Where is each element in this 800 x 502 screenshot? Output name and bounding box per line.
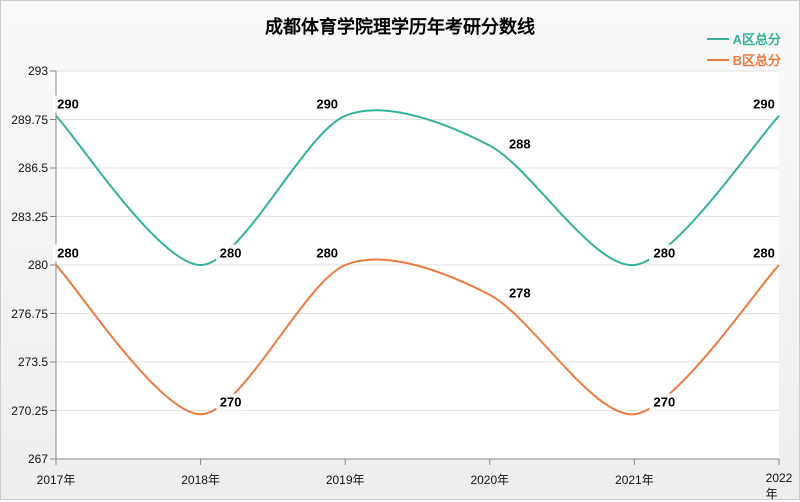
data-label: 290: [312, 95, 342, 112]
y-tick-label: 276.75: [11, 307, 48, 321]
legend-swatch: [707, 59, 729, 61]
legend-swatch: [707, 38, 729, 40]
legend: A区总分 B区总分: [707, 29, 781, 71]
y-tick-label: 286.5: [18, 161, 48, 175]
data-label: 270: [216, 394, 246, 411]
legend-label: B区总分: [733, 50, 781, 69]
y-tick-label: 280: [28, 258, 48, 272]
data-label: 280: [53, 245, 83, 262]
x-tick-label: 2017年: [37, 471, 76, 488]
chart-container: 成都体育学院理学历年考研分数线 A区总分B区总分 267270.25273.52…: [0, 0, 800, 500]
y-tick-label: 283.25: [11, 210, 48, 224]
legend-item: A区总分: [707, 29, 781, 48]
data-label: 288: [505, 135, 535, 152]
x-tick-label: 2021年: [615, 471, 654, 488]
legend-label: A区总分: [733, 29, 781, 48]
data-label: 290: [53, 95, 83, 112]
y-tick-label: 289.75: [11, 113, 48, 127]
data-label: 290: [749, 95, 779, 112]
y-tick-label: 267: [28, 452, 48, 466]
x-tick-label: 2019年: [326, 471, 365, 488]
y-tick-label: 273.5: [18, 355, 48, 369]
data-label: 278: [505, 284, 535, 301]
y-tick-label: 270.25: [11, 404, 48, 418]
data-label: 270: [650, 394, 680, 411]
legend-item: B区总分: [707, 50, 781, 69]
x-tick-label: 2022年: [766, 471, 793, 502]
chart-title: 成都体育学院理学历年考研分数线: [1, 13, 799, 39]
data-label: 280: [216, 245, 246, 262]
data-label: 280: [312, 245, 342, 262]
plot-area: 267270.25273.5276.75280283.25286.5289.75…: [56, 71, 779, 459]
y-tick-label: 293: [28, 64, 48, 78]
data-label: 280: [749, 245, 779, 262]
x-tick-label: 2020年: [470, 471, 509, 488]
x-tick-label: 2018年: [181, 471, 220, 488]
data-label: 280: [650, 245, 680, 262]
